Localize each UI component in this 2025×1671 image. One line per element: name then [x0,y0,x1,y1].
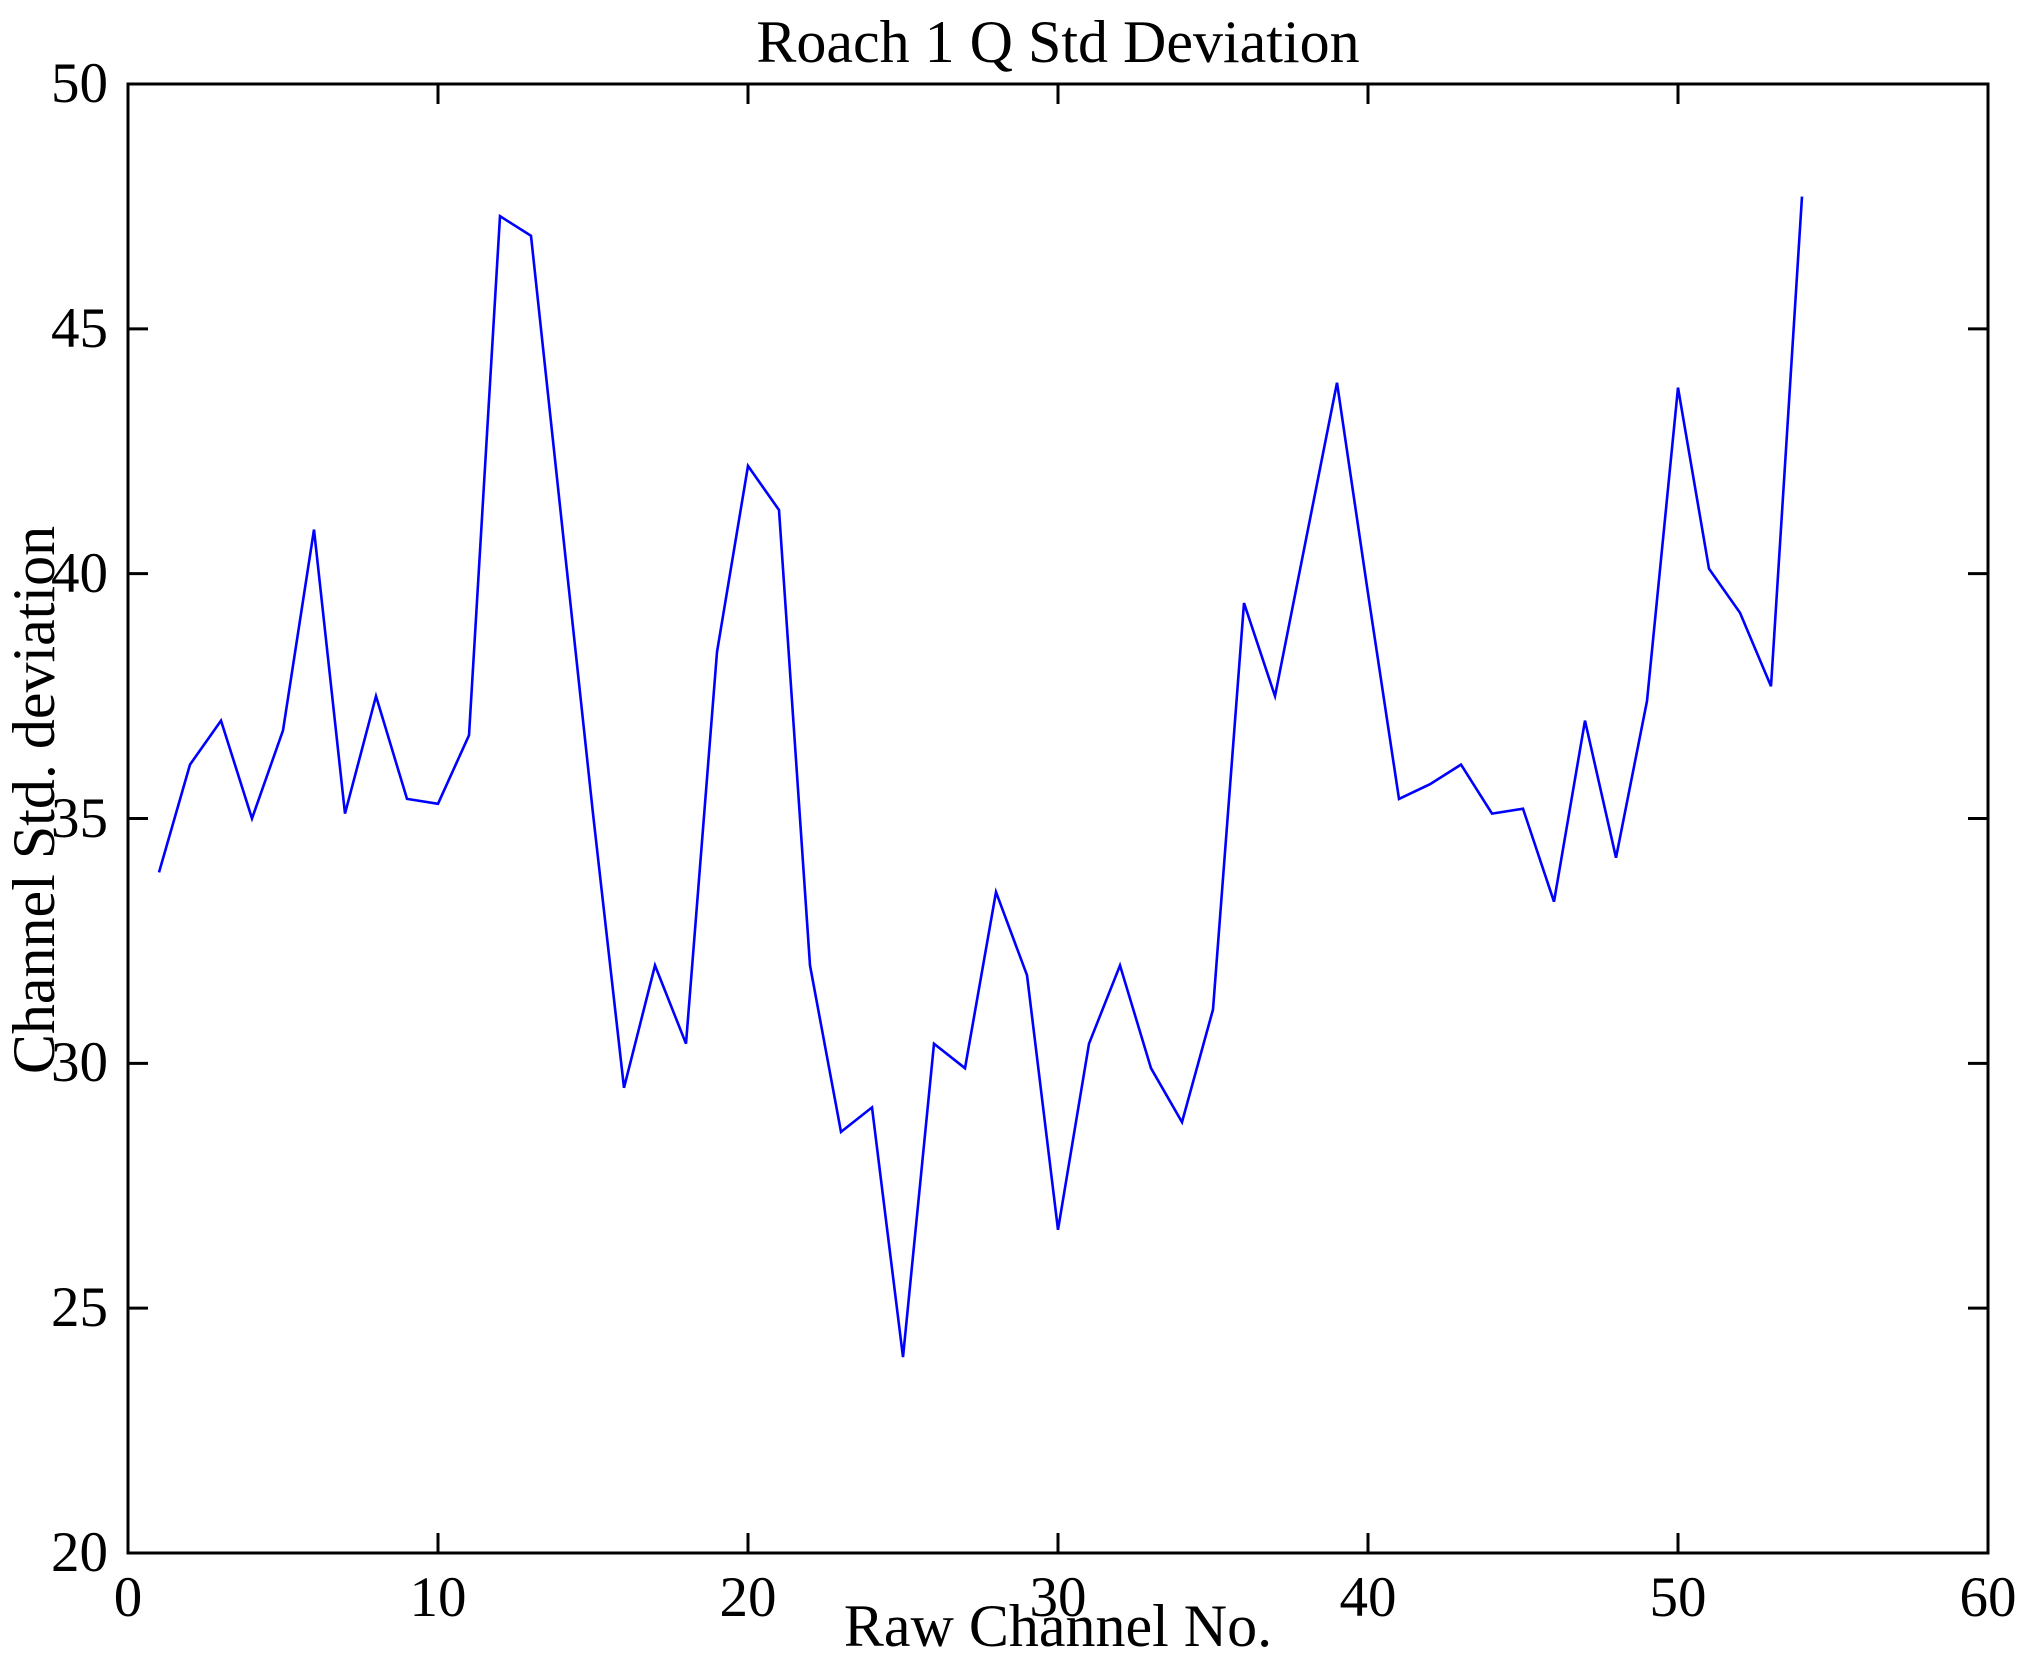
y-tick-label: 30 [51,1031,108,1095]
x-tick-label: 10 [409,1566,467,1629]
chart-title: Roach 1 Q Std Deviation [756,9,1360,75]
plot-box-border [126,82,1990,1555]
x-tick-label: 0 [113,1566,143,1629]
data-line [157,196,1804,1358]
y-tick-label: 45 [51,296,108,360]
x-axis-label: Raw Channel No. [843,1593,1273,1659]
y-tick-label: 20 [51,1521,108,1584]
x-tick-label: 60 [1959,1566,2017,1629]
x-tick-label: 40 [1339,1566,1397,1629]
y-tick-label: 40 [51,541,108,605]
y-tick-label: 35 [51,786,108,850]
y-tick-label: 25 [51,1276,108,1340]
x-tick-label: 50 [1649,1566,1707,1629]
x-tick-label: 20 [719,1566,777,1629]
axis-tick-marks [126,82,1990,1555]
x-tick-label: 30 [1029,1566,1087,1629]
y-tick-label: 50 [51,52,108,115]
